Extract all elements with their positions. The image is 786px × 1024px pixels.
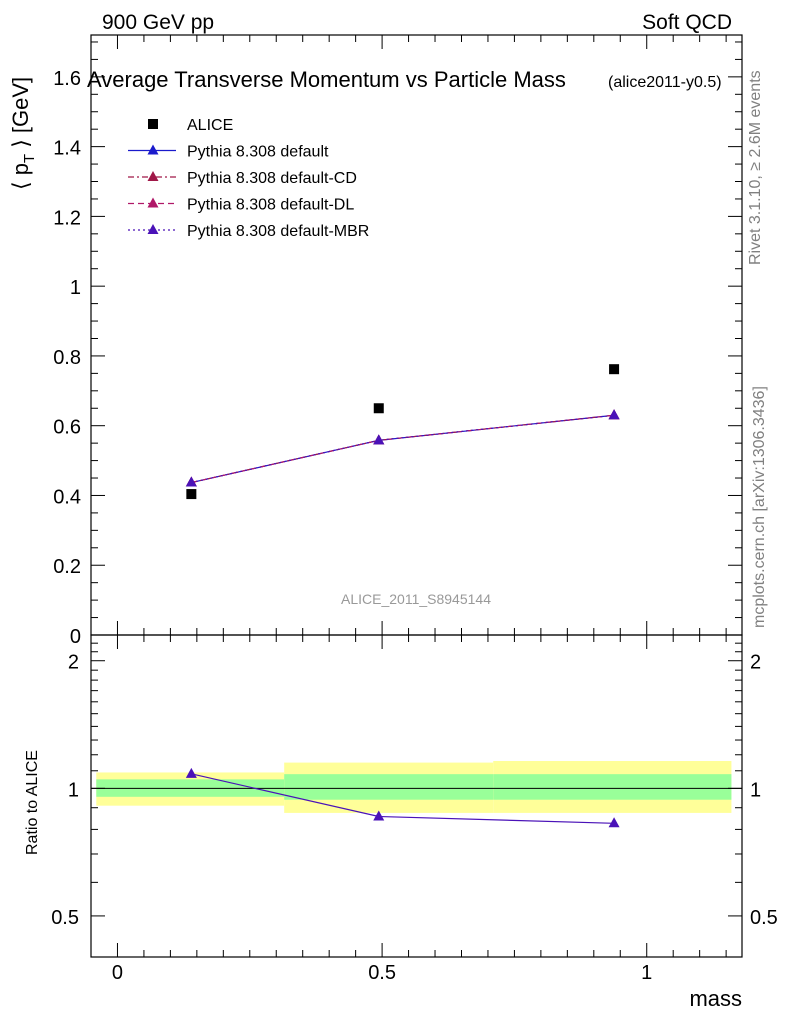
y-tick-label: 0.4 — [53, 486, 81, 508]
series-line — [191, 414, 615, 484]
y-axis-label-tail: ⟩ [GeV] — [8, 77, 33, 154]
y-tick-label: 1.4 — [53, 138, 81, 160]
y-tick-label: 0.6 — [53, 417, 81, 439]
ratio-y-tick-label-left: 2 — [68, 652, 79, 674]
x-axis-label: mass — [689, 986, 742, 1011]
ratio-y-tick-label-right: 1 — [750, 779, 761, 801]
ratio-data-point — [373, 810, 385, 821]
x-tick-label: 0 — [112, 962, 123, 984]
y-tick-label: 0 — [70, 626, 81, 648]
y-axis-label-sub: T — [21, 154, 38, 163]
ratio-y-tick-label-left: 1 — [68, 779, 79, 801]
chart-title: Average Transverse Momentum vs Particle … — [87, 67, 566, 92]
data-point-alice — [609, 364, 620, 375]
y-axis-label: ⟨ pT ⟩ [GeV] — [8, 77, 38, 190]
x-tick-label: 0.5 — [368, 962, 396, 984]
ratio-stat-band — [284, 774, 494, 800]
header-left: 900 GeV pp — [102, 11, 214, 34]
x-tick-label: 1 — [641, 962, 652, 984]
data-point-alice — [186, 489, 197, 500]
y-tick-label: 0.8 — [53, 347, 81, 369]
chart-subtitle: (alice2011-y0.5) — [608, 74, 722, 91]
watermark: ALICE_2011_S8945144 — [341, 591, 491, 607]
y-axis-label-main: ⟨ p — [8, 163, 33, 190]
legend-marker-triangle — [147, 197, 159, 208]
rivet-label: Rivet 3.1.10, ≥ 2.6M events — [747, 70, 764, 265]
series-line — [191, 414, 615, 484]
legend: ALICE Pythia 8.308 default Pythia 8.308 de… — [128, 117, 369, 240]
y-tick-label: 0.2 — [53, 556, 81, 578]
ratio-y-tick-label-left: 0.5 — [51, 907, 79, 929]
legend-marker-triangle — [147, 224, 159, 234]
data-point-mc — [373, 434, 385, 445]
ratio-y-tick-label-right: 2 — [750, 652, 761, 674]
series-line — [191, 414, 615, 484]
data-point-mc — [608, 409, 620, 420]
series-line — [191, 414, 615, 484]
ratio-plot-frame — [90, 634, 743, 958]
y-tick-label: 1.6 — [53, 68, 81, 90]
legend-label: Pythia 8.308 default — [187, 144, 329, 161]
ratio-y-axis-label: Ratio to ALICE — [24, 750, 41, 855]
legend-label: Pythia 8.308 default-CD — [187, 170, 357, 187]
header-right: Soft QCD — [642, 11, 732, 34]
y-tick-label: 1 — [70, 277, 81, 299]
ratio-data-point — [185, 767, 197, 778]
legend-label: Pythia 8.308 default-DL — [187, 197, 354, 214]
ratio-stat-band — [493, 774, 732, 800]
legend-marker-triangle — [147, 144, 159, 155]
y-tick-label: 1.2 — [53, 207, 81, 229]
legend-label: ALICE — [187, 117, 233, 134]
ratio-data-point — [608, 817, 620, 828]
legend-marker-square — [148, 119, 158, 129]
data-point-alice — [373, 403, 384, 414]
mcplots-label: mcplots.cern.ch [arXiv:1306.3436] — [751, 386, 768, 628]
data-point-mc — [185, 476, 197, 487]
legend-marker-triangle — [147, 171, 159, 181]
ratio-y-tick-label-right: 0.5 — [750, 907, 778, 929]
legend-label: Pythia 8.308 default-MBR — [187, 223, 369, 240]
